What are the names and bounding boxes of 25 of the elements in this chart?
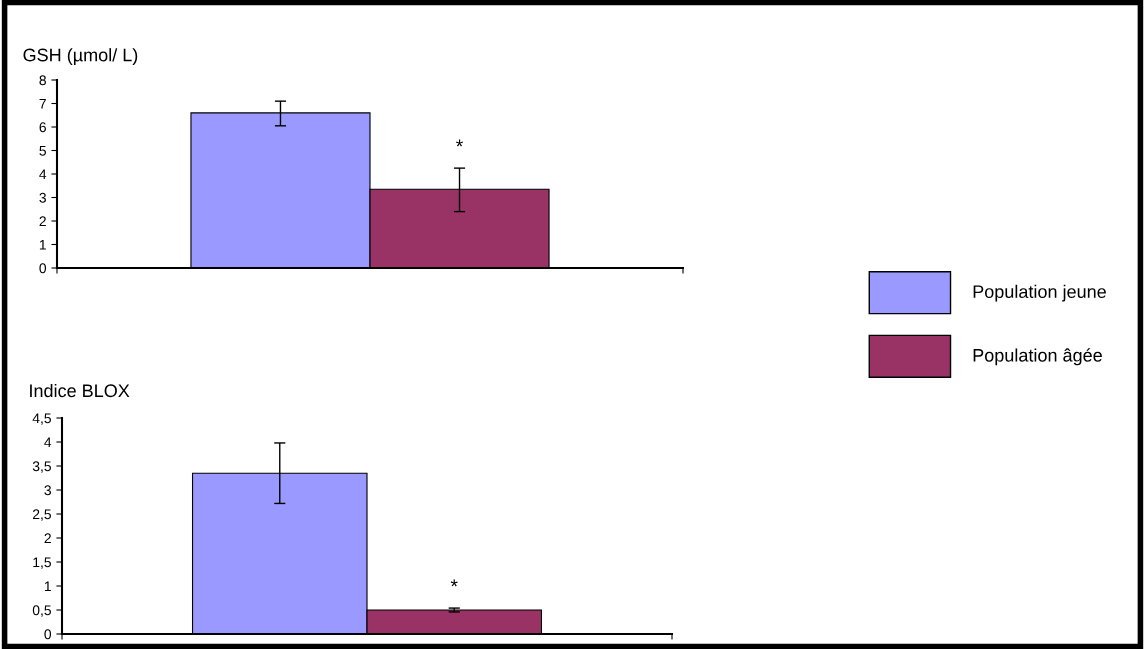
y-tick-label: 3 — [44, 485, 51, 496]
y-tick-label: 0 — [44, 629, 52, 640]
annotation: * — [450, 579, 458, 587]
y-tick-label: 4 — [39, 169, 47, 180]
y-tick-label: 4 — [44, 437, 52, 448]
annotation: * — [456, 139, 463, 147]
y-tick-label: 8 — [39, 75, 46, 86]
y-tick-label: 0 — [39, 263, 47, 274]
y-tick-label: 1 — [39, 239, 46, 250]
legend-label: Population jeune — [973, 284, 1106, 302]
y-tick-label: 1,5 — [33, 557, 51, 569]
y-tick-label: 2,5 — [32, 509, 51, 521]
y-tick-label: 3,5 — [32, 461, 51, 473]
y-axis-title: Indice BLOX — [30, 383, 130, 398]
y-tick-label: 2 — [39, 216, 46, 227]
y-tick-label: 4,5 — [32, 413, 51, 425]
y-tick-label: 7 — [39, 98, 46, 109]
y-axis-title: GSH (µmol/ L) — [23, 48, 138, 65]
y-tick-label: 5 — [39, 145, 46, 156]
y-tick-label: 3 — [39, 192, 46, 203]
y-tick-label: 6 — [39, 122, 46, 133]
y-tick-label: 2 — [44, 533, 51, 544]
y-tick-label: 1 — [44, 581, 51, 592]
y-tick-label: 0,5 — [32, 605, 51, 617]
legend-label: Population âgée — [973, 348, 1102, 366]
